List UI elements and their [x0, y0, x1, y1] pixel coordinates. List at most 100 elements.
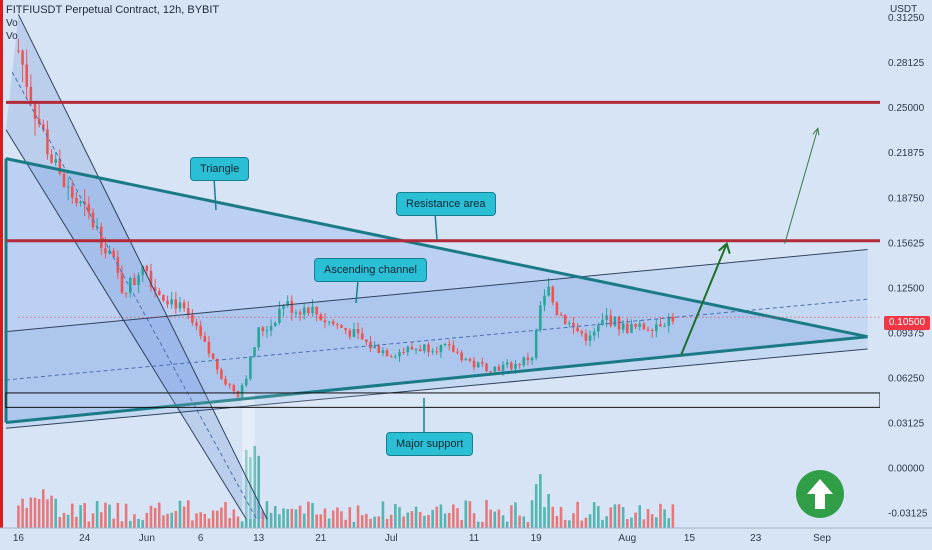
volume-bar — [601, 519, 604, 528]
candle-body — [153, 287, 157, 292]
candle-body — [199, 325, 202, 336]
candle-body — [21, 50, 24, 65]
volume-bar — [580, 520, 584, 528]
y-tick-label: 0.18750 — [888, 193, 925, 204]
candle-body — [41, 124, 45, 130]
time-axis-background — [0, 528, 932, 550]
volume-bar — [609, 507, 613, 528]
candle-body — [240, 385, 244, 398]
volume-bar — [224, 502, 227, 528]
ascending-channel-callout[interactable]: Ascending channel — [314, 258, 427, 282]
ascending-channel-fill — [6, 249, 868, 429]
candle-body — [352, 328, 356, 337]
volume-bar — [302, 513, 306, 528]
candle-body — [66, 186, 70, 188]
volume-bar — [336, 507, 339, 528]
volume-bar — [104, 502, 107, 528]
volume-bar — [655, 517, 658, 528]
candle-body — [83, 201, 86, 205]
volume-bar — [162, 515, 165, 528]
volume-bar — [195, 513, 198, 528]
candle-body — [195, 322, 198, 326]
volume-bar — [75, 516, 78, 528]
candle-body — [253, 347, 256, 357]
candle-body — [186, 308, 190, 316]
candle-body — [543, 295, 546, 306]
volume-bar — [667, 518, 671, 528]
candle-body — [534, 329, 538, 359]
volume-bar — [555, 515, 559, 528]
triangle-upper-line — [5, 157, 868, 339]
candle-body — [476, 362, 480, 368]
candle-body — [489, 370, 492, 372]
volume-bar — [33, 497, 37, 528]
candle-body — [108, 250, 111, 254]
volume-bar — [174, 511, 178, 528]
volume-bar — [584, 517, 588, 528]
volume-bar — [464, 500, 468, 528]
volume-bar — [377, 516, 381, 528]
candle-body — [655, 324, 658, 331]
volume-bar — [79, 505, 82, 528]
candle-body — [530, 358, 534, 361]
volume-bar — [369, 518, 372, 528]
candle-body — [559, 314, 563, 316]
chart-title: FITFIUSDT Perpetual Contract, 12h, BYBIT — [6, 4, 220, 16]
candle-body — [406, 346, 410, 353]
volume-bar — [112, 518, 115, 528]
volume-bar — [21, 498, 24, 528]
volume-bar — [476, 521, 480, 528]
volume-bar — [83, 503, 86, 528]
volume-bar — [563, 519, 567, 528]
candle-body — [626, 323, 629, 333]
candle-body — [514, 364, 517, 369]
candle-body — [381, 350, 385, 354]
volume-bar — [50, 495, 53, 528]
major-support-callout[interactable]: Major support — [386, 432, 474, 456]
callout-pointer — [213, 177, 217, 211]
resistance-area-callout[interactable]: Resistance area — [396, 192, 496, 216]
candle-body — [29, 86, 33, 103]
candle-body — [526, 357, 530, 361]
candlestick-series — [17, 38, 675, 400]
volume-bar — [489, 509, 492, 528]
volume-bar — [447, 512, 451, 528]
candle-body — [54, 159, 57, 163]
target-arrow-head — [812, 127, 820, 136]
x-tick-label: Aug — [618, 533, 636, 544]
volume-bar — [282, 508, 285, 528]
candle-body — [481, 362, 484, 364]
y-tick-label: -0.03125 — [888, 509, 928, 520]
x-tick-label: Jul — [385, 533, 398, 544]
y-tick-label: 0.12500 — [888, 283, 925, 294]
candle-body — [447, 344, 451, 346]
volume-bar — [220, 507, 223, 528]
volume-bar — [501, 515, 505, 528]
candle-body — [207, 341, 211, 354]
candle-body — [319, 314, 323, 321]
candle-body — [290, 300, 294, 313]
candle-body — [493, 366, 497, 372]
volume-bar — [431, 509, 434, 528]
candle-body — [460, 352, 463, 361]
candle-body — [597, 325, 600, 332]
candle-body — [203, 335, 207, 342]
callout-pointer — [355, 279, 359, 304]
volume-bar — [365, 513, 368, 528]
volume-bar — [46, 499, 49, 528]
volume-bar — [630, 517, 633, 528]
candle-body — [418, 349, 422, 352]
volume-bar — [418, 512, 422, 528]
candle-body — [211, 353, 215, 359]
chart-header: FITFIUSDT Perpetual Contract, 12h, BYBIT… — [6, 4, 219, 43]
candle-body — [257, 327, 260, 348]
candle-body — [145, 265, 149, 271]
candle-body — [75, 197, 78, 204]
volume-bar — [505, 521, 509, 528]
candle-body — [46, 129, 49, 155]
volume-bar — [344, 519, 347, 528]
volume-bar — [605, 516, 608, 528]
volume-bar — [95, 500, 99, 528]
triangle-callout[interactable]: Triangle — [190, 157, 250, 181]
